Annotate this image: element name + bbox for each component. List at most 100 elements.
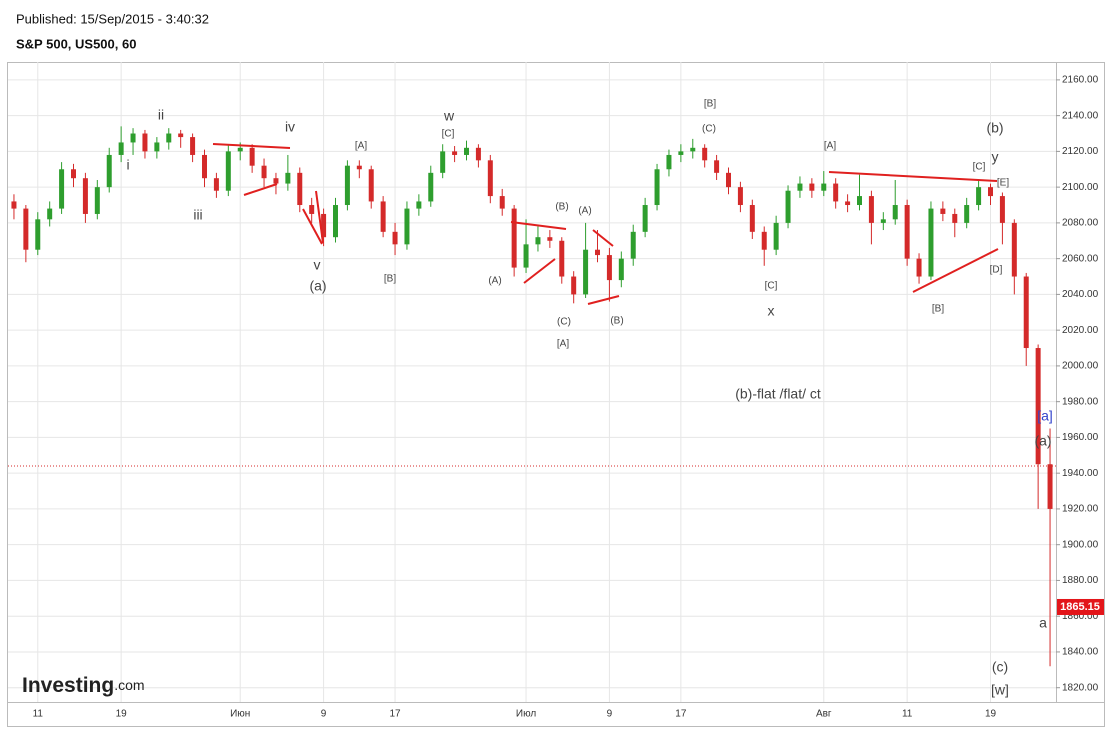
candle-body bbox=[892, 205, 898, 220]
wave-label: (a) bbox=[1034, 433, 1051, 449]
candle-body bbox=[142, 133, 148, 152]
candle-body bbox=[606, 255, 612, 281]
candle-body bbox=[547, 237, 553, 241]
x-tick-label: Июн bbox=[230, 709, 250, 720]
y-tick-label: 1860.00 bbox=[1062, 611, 1099, 622]
wave-label: (B) bbox=[610, 316, 623, 327]
candle-body bbox=[285, 172, 291, 184]
candle-body bbox=[737, 187, 743, 206]
y-tick-label: 2040.00 bbox=[1062, 289, 1099, 300]
candle-body bbox=[1047, 464, 1053, 509]
y-tick-label: 2140.00 bbox=[1062, 110, 1099, 121]
x-tick-label: 19 bbox=[985, 709, 997, 720]
logo-name: Investing bbox=[22, 674, 114, 697]
x-tick-label: 17 bbox=[675, 709, 687, 720]
candle-body bbox=[59, 169, 65, 209]
candle-body bbox=[130, 133, 136, 143]
candle-body bbox=[999, 196, 1005, 223]
candle-body bbox=[630, 231, 636, 259]
candle-body bbox=[380, 201, 386, 232]
y-tick-label: 2060.00 bbox=[1062, 253, 1099, 264]
candle-body bbox=[880, 219, 886, 223]
candle-body bbox=[47, 208, 53, 220]
candle-body bbox=[249, 147, 255, 166]
x-tick-label: 19 bbox=[116, 709, 128, 720]
wave-label: (A) bbox=[488, 276, 501, 287]
wave-label: [A] bbox=[824, 141, 836, 152]
candle-body bbox=[821, 183, 827, 191]
y-tick-label: 2080.00 bbox=[1062, 218, 1099, 229]
trend-line bbox=[592, 229, 614, 247]
candle-body bbox=[440, 151, 446, 173]
candle-body bbox=[797, 183, 803, 191]
candle-body bbox=[154, 142, 160, 152]
candle-body bbox=[773, 222, 779, 250]
candle-body bbox=[71, 169, 76, 179]
candle-body bbox=[1011, 222, 1017, 277]
wave-label: (b) bbox=[986, 120, 1003, 136]
candle-body bbox=[868, 196, 874, 223]
candle-body bbox=[904, 205, 910, 259]
price-tag bbox=[1057, 598, 1104, 615]
trend-line bbox=[243, 183, 278, 196]
candle-body bbox=[845, 201, 851, 206]
trend-line bbox=[912, 248, 999, 293]
trend-line bbox=[828, 171, 998, 182]
candle-body bbox=[344, 165, 350, 206]
candle-body bbox=[976, 187, 982, 206]
y-tick-label: 2020.00 bbox=[1062, 325, 1099, 336]
wave-label: [B] bbox=[932, 304, 944, 315]
candle-body bbox=[416, 201, 422, 209]
wave-label: [A] bbox=[355, 141, 367, 152]
candle-body bbox=[178, 133, 184, 138]
y-tick-label: 2120.00 bbox=[1062, 146, 1099, 157]
wave-label: (C) bbox=[702, 124, 716, 135]
wave-label: (A) bbox=[578, 206, 591, 217]
candle-body bbox=[511, 208, 517, 268]
chart-title: S&P 500, US500, 60 bbox=[16, 36, 136, 51]
published: Published: 15/Sep/2015 - 3:40:32 bbox=[16, 11, 209, 26]
candle-body bbox=[595, 249, 600, 256]
candle-body bbox=[666, 154, 672, 170]
candle-body bbox=[452, 151, 458, 155]
wave-label: (c) bbox=[992, 659, 1008, 675]
wave-label: [C] bbox=[973, 162, 986, 173]
candle-body bbox=[190, 137, 196, 155]
wave-label: ii bbox=[158, 107, 164, 123]
trend-line bbox=[587, 295, 620, 305]
candle-body bbox=[487, 160, 493, 197]
x-tick-label: Авг bbox=[816, 709, 832, 720]
logo: Investing.com bbox=[22, 674, 145, 697]
candle-body bbox=[928, 208, 934, 277]
x-tick-label: 9 bbox=[607, 709, 613, 720]
y-tick-label: 1900.00 bbox=[1062, 539, 1099, 550]
candle-body bbox=[559, 240, 565, 277]
wave-label: [a] bbox=[1037, 408, 1053, 424]
x-tick-label: 11 bbox=[33, 709, 44, 720]
candle-body bbox=[333, 205, 338, 238]
candle-body bbox=[23, 208, 29, 250]
candle-body bbox=[11, 201, 17, 209]
candle-body bbox=[261, 165, 267, 179]
candle-body bbox=[916, 258, 922, 277]
candle-body bbox=[833, 183, 839, 202]
candle-body bbox=[297, 172, 303, 206]
candle-body bbox=[237, 147, 243, 152]
candle-body bbox=[952, 213, 958, 223]
wave-label: (a) bbox=[309, 278, 326, 294]
x-tick-label: 11 bbox=[902, 709, 913, 720]
candle-body bbox=[118, 142, 124, 155]
candle-body bbox=[368, 169, 374, 202]
wave-label: [B] bbox=[384, 274, 396, 285]
y-tick-label: 1960.00 bbox=[1062, 432, 1099, 443]
candle-body bbox=[202, 154, 207, 179]
wave-label: [C] bbox=[442, 129, 455, 140]
y-tick-label: 1980.00 bbox=[1062, 396, 1099, 407]
trend-line bbox=[523, 258, 556, 284]
candle-body bbox=[404, 208, 410, 245]
candle-body bbox=[785, 190, 791, 223]
wave-label: [A] bbox=[557, 339, 569, 350]
candle-body bbox=[714, 160, 720, 173]
wave-label: [E] bbox=[997, 178, 1009, 189]
candle-body bbox=[428, 172, 434, 202]
